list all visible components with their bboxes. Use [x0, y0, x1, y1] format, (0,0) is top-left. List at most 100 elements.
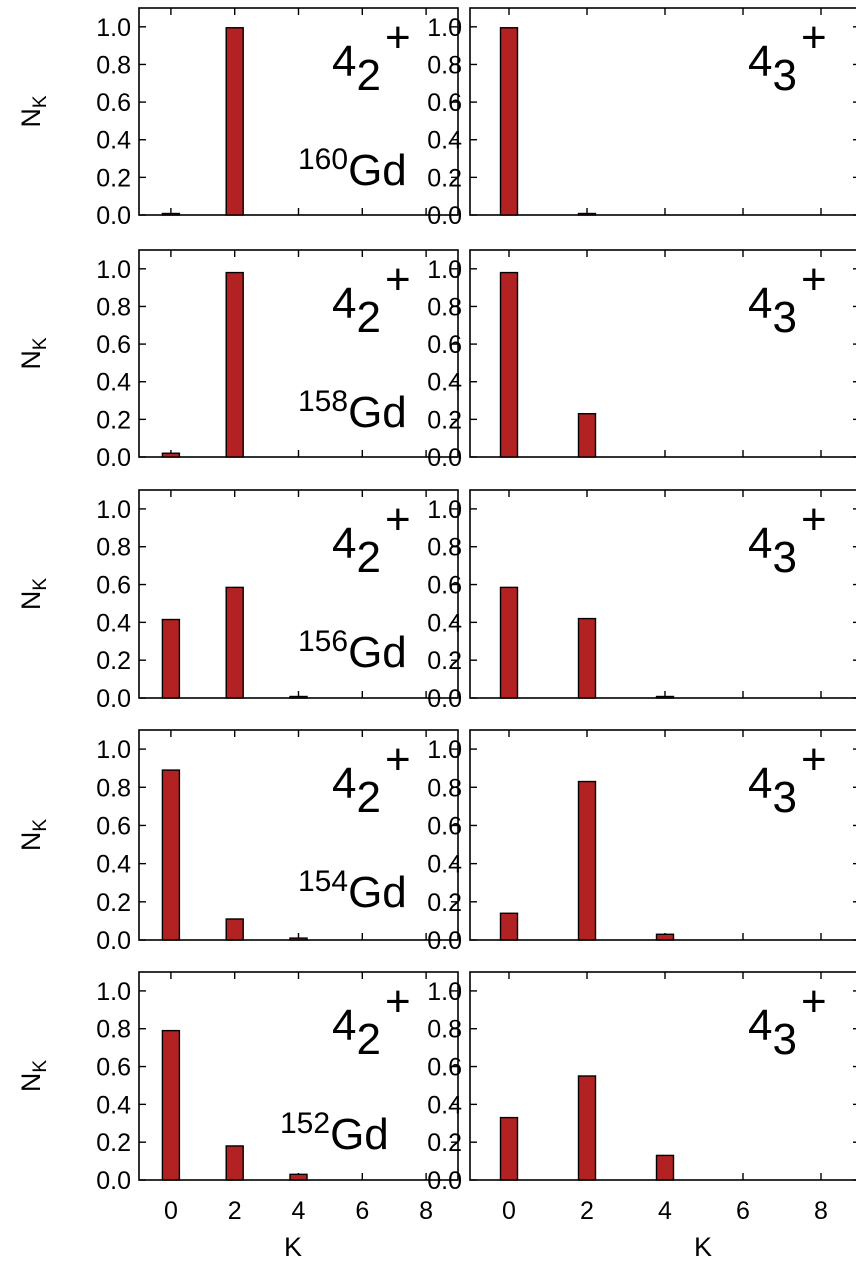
- y-axis-title: NK: [16, 337, 51, 370]
- y-tick-label: 0.2: [96, 647, 131, 675]
- state-label: 42+: [332, 255, 411, 342]
- bar-K0: [161, 1029, 181, 1181]
- y-tick-label: 1.0: [96, 978, 131, 1006]
- y-tick-label: 1.0: [427, 736, 462, 764]
- y-tick-label: 0.8: [96, 293, 131, 321]
- nucleus-label: 156Gd: [298, 625, 407, 677]
- x-tick-label: 4: [292, 1197, 306, 1225]
- bar-K4: [289, 1173, 308, 1181]
- nucleus-label: 152Gd: [280, 1107, 389, 1159]
- state-label: 42+: [332, 735, 411, 822]
- bar-K0: [161, 618, 181, 699]
- y-tick-label: 0.4: [96, 609, 131, 637]
- y-tick-label: 0.8: [427, 534, 462, 562]
- y-tick-label: 0.2: [96, 1129, 131, 1157]
- y-tick-label: 1.0: [96, 14, 131, 42]
- y-tick-label: 0.0: [96, 1167, 131, 1195]
- x-tick-label: 4: [658, 1197, 672, 1225]
- y-tick-label: 0.0: [427, 685, 462, 713]
- y-tick-label: 0.8: [96, 534, 131, 562]
- state-label: 42+: [332, 495, 411, 582]
- y-tick-label: 1.0: [96, 496, 131, 524]
- bar-K0: [499, 912, 519, 941]
- y-tick-label: 0.0: [96, 927, 131, 955]
- y-tick-label: 0.8: [96, 51, 131, 79]
- y-tick-label: 0.4: [96, 127, 131, 155]
- y-tick-label: 0.0: [427, 202, 462, 230]
- nucleus-label: 158Gd: [298, 385, 407, 437]
- state-label: 42+: [332, 13, 411, 100]
- y-tick-label: 1.0: [427, 978, 462, 1006]
- state-label: 42+: [332, 977, 411, 1064]
- bar-K0: [499, 271, 519, 458]
- y-tick-label: 0.0: [427, 444, 462, 472]
- state-label: 43+: [748, 255, 827, 342]
- bar-K0: [161, 769, 181, 941]
- y-axis-title: NK: [16, 95, 51, 128]
- bar-K4: [289, 695, 308, 699]
- y-tick-label: 1.0: [427, 256, 462, 284]
- y-tick-label: 0.4: [427, 851, 462, 879]
- x-tick-label: 6: [355, 1197, 369, 1225]
- y-tick-label: 0.6: [427, 572, 462, 600]
- y-tick-label: 0.6: [96, 331, 131, 359]
- y-tick-label: 0.2: [427, 164, 462, 192]
- y-tick-label: 0.4: [96, 369, 131, 397]
- x-tick-label: 2: [228, 1197, 242, 1225]
- y-axis-title: NK: [16, 1060, 51, 1093]
- bar-K2: [225, 271, 244, 458]
- y-tick-label: 0.0: [96, 444, 131, 472]
- bar-K2: [225, 1145, 244, 1181]
- x-tick-label: 0: [164, 1197, 178, 1225]
- y-tick-label: 1.0: [96, 256, 131, 284]
- y-tick-label: 1.0: [427, 14, 462, 42]
- state-label: 43+: [748, 495, 827, 582]
- panel-frame-r0-c1: [469, 7, 856, 216]
- y-tick-label: 0.6: [96, 1054, 131, 1082]
- y-axis-title: NK: [16, 578, 51, 611]
- y-tick-label: 0.6: [427, 89, 462, 117]
- y-tick-label: 0.4: [427, 1091, 462, 1119]
- bar-K2: [577, 413, 597, 458]
- panel-frame-r3-c1: [469, 729, 856, 941]
- y-tick-label: 0.8: [427, 1016, 462, 1044]
- y-tick-label: 0.4: [96, 851, 131, 879]
- y-tick-label: 0.6: [96, 812, 131, 840]
- y-tick-label: 1.0: [96, 736, 131, 764]
- y-tick-label: 0.2: [427, 889, 462, 917]
- y-tick-label: 0.0: [96, 202, 131, 230]
- bar-K2: [577, 212, 597, 216]
- y-tick-label: 0.0: [96, 685, 131, 713]
- bar-K0: [161, 212, 181, 216]
- y-axis-title: NK: [16, 819, 51, 852]
- y-tick-label: 0.2: [427, 1129, 462, 1157]
- x-axis-title: K: [284, 1232, 302, 1262]
- y-tick-label: 0.6: [427, 331, 462, 359]
- state-label: 43+: [748, 13, 827, 100]
- y-tick-label: 0.4: [96, 1091, 131, 1119]
- x-tick-label: 8: [814, 1197, 828, 1225]
- state-label: 43+: [748, 977, 827, 1064]
- y-tick-label: 0.4: [427, 609, 462, 637]
- y-tick-label: 1.0: [427, 496, 462, 524]
- panel-frame-r4-c1: [469, 971, 856, 1181]
- panel-frame-r1-c1: [469, 249, 856, 458]
- x-tick-label: 8: [419, 1197, 433, 1225]
- y-tick-label: 0.6: [427, 812, 462, 840]
- bar-K4: [655, 933, 675, 941]
- y-tick-label: 0.8: [96, 774, 131, 802]
- x-tick-label: 2: [580, 1197, 594, 1225]
- bar-K0: [499, 586, 519, 699]
- y-tick-label: 0.8: [427, 293, 462, 321]
- y-tick-label: 0.6: [96, 89, 131, 117]
- bar-K0: [499, 1116, 519, 1181]
- bar-K2: [225, 27, 244, 216]
- bar-K4: [655, 1154, 675, 1181]
- y-tick-label: 0.2: [427, 406, 462, 434]
- bar-K2: [225, 918, 244, 941]
- x-tick-label: 0: [502, 1197, 516, 1225]
- y-tick-label: 0.6: [427, 1054, 462, 1082]
- bar-K2: [577, 1075, 597, 1181]
